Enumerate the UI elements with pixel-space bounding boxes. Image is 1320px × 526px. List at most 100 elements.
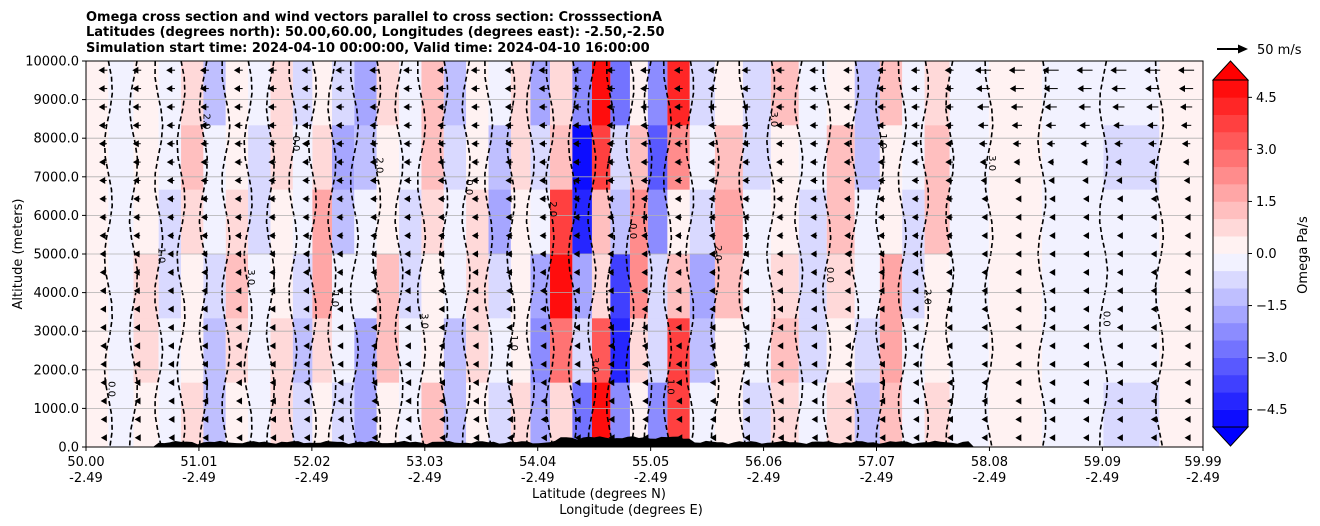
wind-vector-head [267,85,274,93]
wind-vector-head [708,250,715,258]
x-tick-label-lon: -2.49 [408,471,442,486]
colorbar-level-cell [1213,253,1248,272]
omega-band-cell [86,254,109,319]
wind-vector-head [607,287,614,295]
wind-vector-head [675,379,682,387]
omega-band-cell [1159,382,1203,447]
wind-vector-head [133,213,140,221]
wind-vector-head [1045,121,1052,129]
wind-vector-head [1147,121,1154,129]
wind-vector-head [302,158,309,166]
wind-vector-head [134,360,141,368]
omega-band-cell [879,254,903,319]
wind-vector-head [1083,268,1090,276]
wind-vector-head [707,85,714,93]
wind-vector-head [810,268,817,276]
omega-band-cell [902,125,925,191]
wind-vector-head [371,397,378,405]
wind-vector-head [572,85,579,93]
wind-vector-head [674,176,681,184]
wind-vector-head [708,232,715,240]
wind-vector-head [912,287,919,295]
wind-vector-head [676,397,683,405]
wind-vector-head [471,158,478,166]
wind-vector-head [1077,85,1084,93]
wind-vector-head [236,415,243,423]
wind-vector-head [709,305,716,313]
wind-vector-head [540,415,547,423]
wind-vector-head [1049,324,1056,332]
wind-vector-head [945,121,952,129]
wind-vector-head [472,268,479,276]
wind-vector-head [674,232,681,240]
wind-vector-head [743,415,750,423]
omega-band-cell [203,254,226,319]
wind-vector-head [607,250,614,258]
wind-vector-head [674,158,681,166]
wind-vector-head [236,434,243,442]
wind-vector-head [369,121,376,129]
wind-vector-head [166,176,173,184]
wind-vector-head [743,360,750,368]
wind-vector-head [709,287,716,295]
x-tick-label-lat: 58.08 [971,455,1008,470]
wind-vector-head [642,379,649,387]
x-tick-label-lon: -2.49 [860,471,894,486]
contour-label: 3.0 [418,313,429,329]
omega-band-cell [610,61,630,126]
wind-vector-head [1083,305,1090,313]
wind-vector-head [810,287,817,295]
wind-vector-head [236,397,243,405]
omega-band-cell [949,125,989,191]
omega-band-cell [949,61,989,126]
wind-vector-head [1015,250,1022,258]
wind-vector-head [675,305,682,313]
omega-band-cell [770,318,799,384]
wind-vector-head [1149,176,1156,184]
wind-vector-head [471,103,478,111]
wind-vector-head [1184,268,1191,276]
wind-vector-head [844,268,851,276]
contour-label: 0.0 [463,179,474,195]
wind-vector-head [336,176,343,184]
wind-vector-head [1184,195,1191,203]
wind-vector-head [370,232,377,240]
omega-band-cell [225,254,249,319]
wind-vector-head [438,360,445,368]
wind-vector-head [981,415,988,423]
omega-band-cell [181,189,204,255]
wind-vector-head [946,268,953,276]
wind-vector-head [1150,213,1157,221]
omega-band-cell [629,382,648,447]
omega-band-cell [770,254,799,319]
wind-vector-head [202,379,209,387]
wind-vector-head [1150,195,1157,203]
wind-vector-head [845,397,852,405]
wind-vector-head [337,342,344,350]
wind-vector-head [981,213,988,221]
wind-vector-head [538,85,545,93]
wind-vector-head [572,121,579,129]
omega-band-cell [510,318,531,384]
wind-vector-head [675,324,682,332]
wind-vector-head [539,232,546,240]
wind-vector-head [642,397,649,405]
wind-vector-head [944,85,951,93]
wind-vector-head [675,342,682,350]
wind-vector-head [674,140,681,148]
omega-band-cell [770,61,799,126]
wind-vector-head [877,176,884,184]
wind-vector-head [1116,434,1123,442]
wind-vector-head [877,213,884,221]
wind-vector-head [539,213,546,221]
wind-vector-head [201,360,208,368]
wind-vector-head [472,397,479,405]
colorbar-extend-max [1211,60,1250,81]
wind-vector-head [743,379,750,387]
omega-band-cell [354,125,377,191]
wind-vector-head [1049,379,1056,387]
omega-band-cell [270,125,293,191]
wind-vector-head [709,360,716,368]
wind-vector-head [777,397,784,405]
contour-label: 0.0 [824,267,835,283]
